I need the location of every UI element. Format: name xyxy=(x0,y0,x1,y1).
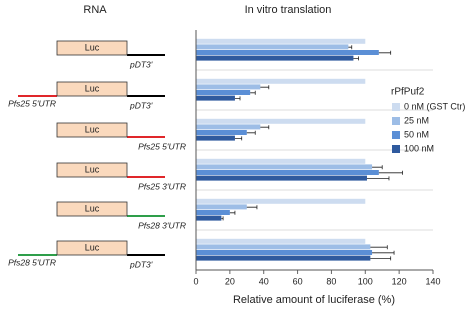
utr-label: Pfs25 3'UTR xyxy=(138,181,186,191)
luc-box xyxy=(56,81,128,97)
bar xyxy=(196,118,366,124)
bar xyxy=(196,95,235,101)
utr-label: Pfs25 5'UTR xyxy=(138,141,186,151)
legend-label: 50 nM xyxy=(404,129,429,139)
legend-title: rPfPuf2 xyxy=(391,87,425,98)
rna-header: RNA xyxy=(83,4,107,16)
error-bar xyxy=(234,96,241,101)
luc-label: Luc xyxy=(85,203,100,213)
bar xyxy=(196,198,366,204)
luc-label: Luc xyxy=(85,124,100,134)
x-tick-label: 120 xyxy=(392,276,407,286)
bar xyxy=(196,50,379,55)
bar xyxy=(196,135,235,141)
bar xyxy=(196,55,354,61)
bar xyxy=(196,250,373,255)
x-tick-label: 20 xyxy=(225,276,235,286)
x-tick-label: 0 xyxy=(193,276,198,286)
x-axis-label: Relative amount of luciferase (%) xyxy=(233,294,395,306)
bar xyxy=(196,158,366,164)
error-bar xyxy=(366,176,390,181)
chart-title: In vitro translation xyxy=(245,4,332,16)
x-tick-label: 60 xyxy=(293,276,303,286)
luc-box xyxy=(56,162,128,178)
legend-label: 0 nM (GST Ctr) xyxy=(404,101,465,111)
error-bar xyxy=(246,205,258,210)
legend-swatch xyxy=(392,145,400,153)
bar xyxy=(196,90,251,95)
bar xyxy=(196,215,222,221)
error-bar xyxy=(353,56,359,61)
bar xyxy=(196,84,261,90)
bar xyxy=(196,124,261,130)
luc-box xyxy=(56,122,128,138)
error-bar xyxy=(260,125,270,130)
error-bar xyxy=(372,165,383,170)
bar xyxy=(196,78,366,84)
utr-label: Pfs28 5'UTR xyxy=(8,257,56,267)
luc-label: Luc xyxy=(85,164,100,174)
legend-swatch xyxy=(392,117,400,125)
bar xyxy=(196,175,367,181)
bar xyxy=(196,204,247,210)
x-tick-label: 40 xyxy=(259,276,269,286)
error-bar xyxy=(234,136,243,141)
error-bar xyxy=(229,210,236,215)
bar xyxy=(196,244,371,250)
luc-label: Luc xyxy=(85,242,100,252)
bar xyxy=(196,210,230,215)
error-bar xyxy=(370,245,388,250)
error-bar xyxy=(378,170,403,175)
luc-box xyxy=(56,201,128,217)
error-bar xyxy=(246,130,256,135)
utr-label: Pfs28 3'UTR xyxy=(138,220,186,230)
x-tick-label: 140 xyxy=(425,276,440,286)
bar xyxy=(196,38,366,44)
x-tick-label: 80 xyxy=(326,276,336,286)
error-bar xyxy=(378,50,392,55)
error-bar xyxy=(221,216,224,221)
utr-label: Pfs25 5'UTR xyxy=(8,98,56,108)
bar xyxy=(196,164,373,170)
utr-label: pDT3' xyxy=(129,259,153,269)
utr-label: pDT3' xyxy=(129,59,153,69)
luc-box xyxy=(56,240,128,256)
error-bar xyxy=(372,250,395,255)
legend-swatch xyxy=(392,131,400,139)
bar xyxy=(196,44,349,50)
bar xyxy=(196,238,366,244)
error-bar xyxy=(250,90,256,95)
bar xyxy=(196,255,371,261)
legend-swatch xyxy=(392,103,400,111)
error-bar xyxy=(260,85,270,90)
utr-label: pDT3' xyxy=(129,100,153,110)
bar xyxy=(196,130,247,135)
luc-label: Luc xyxy=(85,83,100,93)
luc-label: Luc xyxy=(85,42,100,52)
legend-label: 100 nM xyxy=(404,143,434,153)
bar xyxy=(196,170,379,175)
luc-box xyxy=(56,40,128,56)
legend-label: 25 nM xyxy=(404,115,429,125)
x-tick-label: 100 xyxy=(358,276,373,286)
error-bar xyxy=(370,256,392,261)
error-bar xyxy=(348,45,353,50)
